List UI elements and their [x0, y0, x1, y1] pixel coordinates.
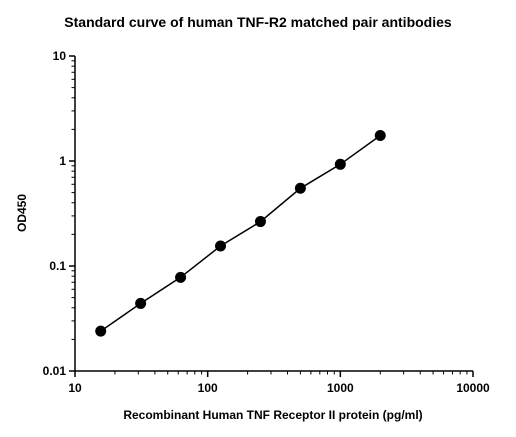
data-point [254, 216, 266, 228]
data-point [294, 182, 306, 194]
y-axis-label: OD450 [15, 194, 29, 232]
data-point [334, 158, 346, 170]
data-point [374, 129, 386, 141]
x-tick-label: 10 [68, 381, 82, 395]
data-point [215, 240, 227, 252]
fit-line [100, 134, 381, 332]
x-axis-label: Recombinant Human TNF Receptor II protei… [123, 408, 422, 422]
x-tick-label: 100 [198, 381, 218, 395]
x-tick-label: 1000 [327, 381, 354, 395]
y-tick-label: 0.1 [49, 259, 66, 273]
fit-line-group [100, 134, 381, 332]
data-points [95, 129, 386, 337]
y-tick-label: 0.01 [43, 364, 67, 378]
data-point [95, 325, 107, 337]
y-tick-label: 10 [53, 49, 67, 63]
axes: 0.01 0.1 1 10 10 100 1000 10000 [43, 49, 490, 395]
y-tick-label: 1 [59, 154, 66, 168]
data-point [175, 271, 187, 283]
x-tick-label: 10000 [456, 381, 490, 395]
data-point [135, 297, 147, 309]
chart-title: Standard curve of human TNF-R2 matched p… [64, 14, 452, 30]
